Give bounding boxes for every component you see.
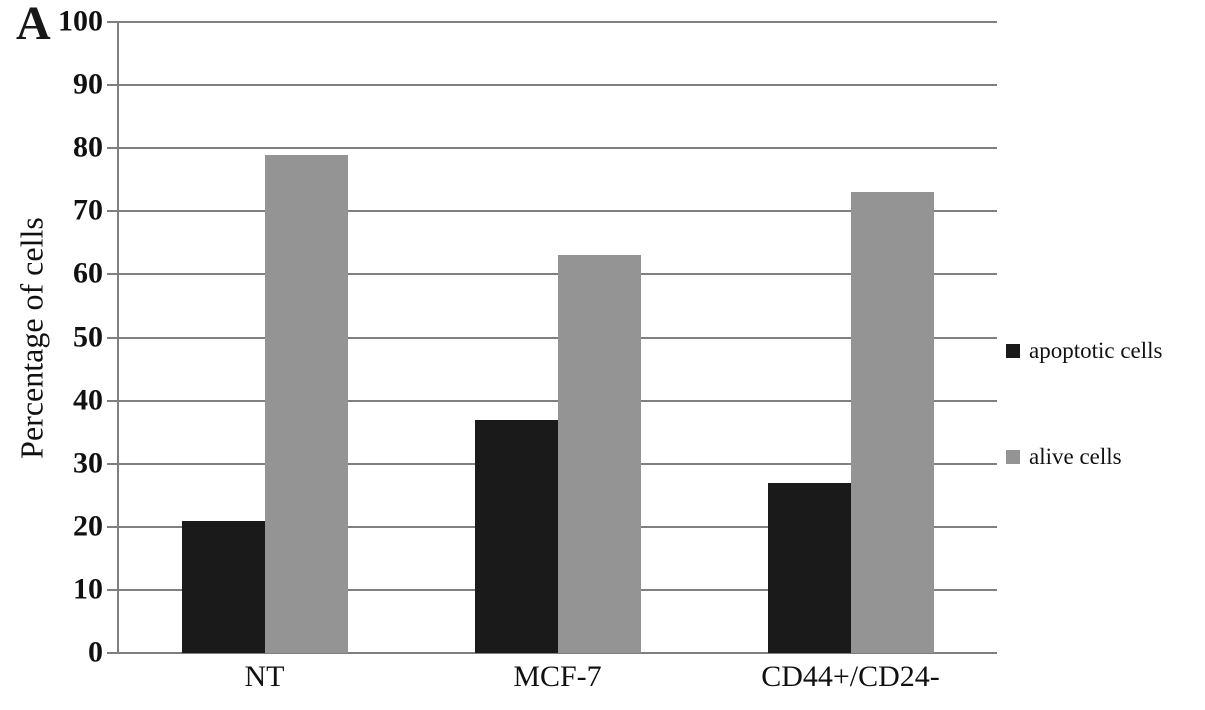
gridline	[118, 21, 997, 23]
bar-group	[704, 22, 997, 653]
y-tick-label: 90	[73, 67, 103, 101]
legend-swatch-alive-cells	[1006, 450, 1020, 464]
y-tick-label: 20	[73, 509, 103, 543]
gridline	[118, 84, 997, 87]
legend-swatch-apoptotic-cells	[1006, 344, 1020, 358]
legend: apoptotic cells alive cells	[1006, 338, 1163, 470]
y-tick-mark	[107, 210, 118, 213]
bar-alive-cells	[264, 154, 348, 653]
x-axis-label: NT	[244, 660, 285, 693]
bar-apoptotic-cells	[474, 419, 558, 653]
bar-alive-cells	[557, 255, 641, 653]
y-tick-mark	[107, 84, 118, 87]
legend-item-alive-cells: alive cells	[1006, 444, 1163, 470]
gridline	[118, 652, 997, 654]
bar-group	[411, 22, 704, 653]
y-tick-mark	[107, 21, 118, 23]
legend-label-apoptotic-cells: apoptotic cells	[1029, 338, 1163, 363]
y-tick-label: 40	[73, 382, 103, 416]
y-axis-title: Percentage of cells	[13, 217, 50, 459]
plot-area: 0 10 20 30 40 50 60 70 80 90 100	[58, 4, 997, 668]
panel-label: A	[16, 0, 52, 50]
y-tick-mark	[107, 273, 118, 276]
gridline	[118, 147, 997, 150]
y-tick-label: 30	[73, 446, 103, 480]
y-tick-mark	[107, 525, 118, 528]
y-tick-label: 10	[73, 572, 103, 606]
legend-item-apoptotic-cells: apoptotic cells	[1006, 338, 1163, 364]
y-tick-mark	[107, 147, 118, 150]
gridline	[118, 210, 997, 213]
bar-alive-cells	[850, 192, 934, 653]
y-tick-mark	[107, 588, 118, 591]
x-axis-label: CD44+/CD24-	[761, 660, 940, 693]
legend-label-alive-cells: alive cells	[1029, 444, 1122, 469]
y-tick-label: 80	[73, 130, 103, 164]
y-tick-label: 60	[73, 256, 103, 290]
y-tick-mark	[107, 336, 118, 339]
y-tick-label: 70	[73, 193, 103, 227]
bar-group	[118, 22, 411, 653]
y-tick-label: 50	[73, 319, 103, 353]
y-tick-mark	[107, 462, 118, 465]
y-tick-mark	[107, 399, 118, 402]
x-axis-labels: NT MCF-7 CD44+/CD24-	[118, 660, 997, 694]
bar-apoptotic-cells	[767, 482, 851, 653]
x-axis-label: MCF-7	[513, 660, 602, 693]
y-tick-label: 100	[58, 4, 103, 38]
y-tick-label: 0	[88, 635, 103, 669]
y-tick-mark	[107, 652, 118, 654]
bar-apoptotic-cells	[181, 520, 265, 653]
bar-groups	[118, 22, 997, 653]
